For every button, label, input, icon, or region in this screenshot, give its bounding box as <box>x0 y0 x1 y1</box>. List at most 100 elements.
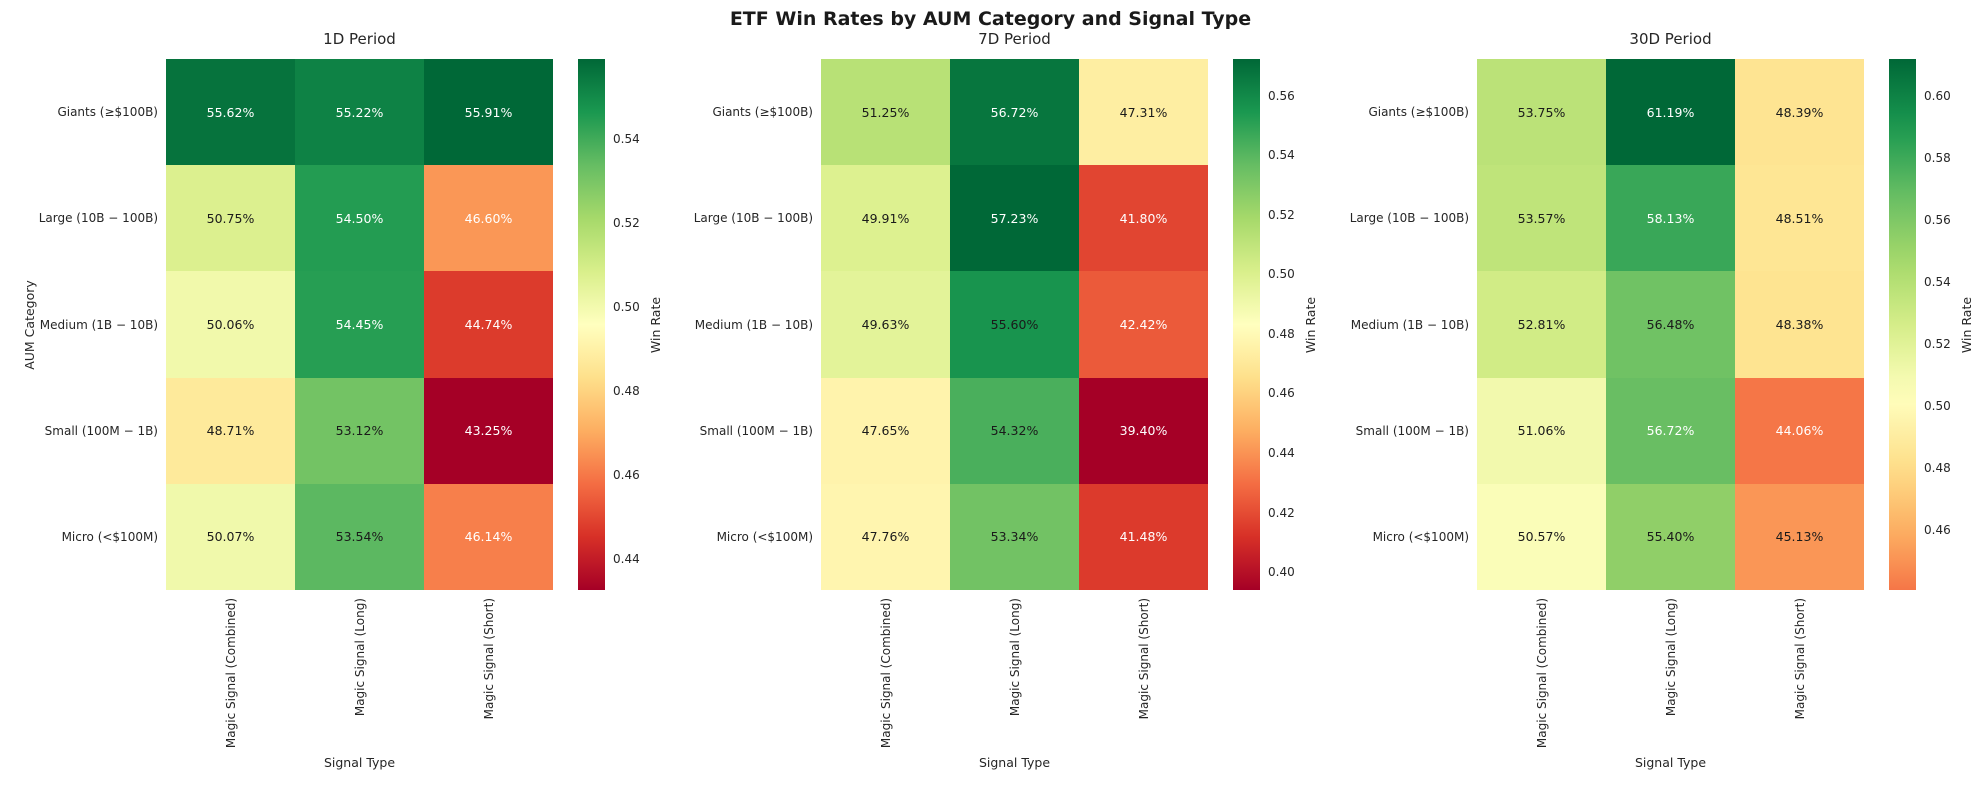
heatmap-cell: 53.75% <box>1477 59 1606 166</box>
heatmap-cell: 53.54% <box>295 483 424 590</box>
col-tick-label: Magic Signal (Combined) <box>1535 598 1549 749</box>
cell-value: 55.22% <box>335 104 384 120</box>
cell-value: 39.40% <box>1119 423 1168 439</box>
heatmap-cell: 47.76% <box>821 483 950 590</box>
heatmap-cell: 47.31% <box>1079 59 1208 166</box>
heatmap-cell: 48.38% <box>1735 271 1864 378</box>
cell-value: 55.40% <box>1646 529 1695 545</box>
col-tick-label: Magic Signal (Short) <box>482 598 496 720</box>
cell-value: 56.72% <box>990 104 1039 120</box>
heatmap-cell: 52.81% <box>1477 271 1606 378</box>
heatmap-cell: 47.65% <box>821 377 950 484</box>
cell-value: 48.71% <box>206 423 255 439</box>
heatmap-cell: 56.72% <box>1606 377 1735 484</box>
colorbar-tick-label: 0.50 <box>1268 267 1295 282</box>
heatmap-cell: 48.39% <box>1735 59 1864 166</box>
heatmap-cell: 43.25% <box>424 377 553 484</box>
cell-value: 50.57% <box>1517 529 1566 545</box>
heatmap-cell: 55.60% <box>950 271 1079 378</box>
colorbar-axis-label: Win Rate <box>1959 296 1974 353</box>
col-tick-label: Magic Signal (Short) <box>1793 598 1807 720</box>
cell-value: 48.38% <box>1775 316 1824 332</box>
cell-value: 55.60% <box>990 316 1039 332</box>
row-tick-label: Large (10B − 100B) <box>38 211 158 226</box>
cell-value: 53.34% <box>990 529 1039 545</box>
row-tick-label: Medium (1B − 10B) <box>39 317 158 332</box>
cell-value: 51.06% <box>1517 423 1566 439</box>
colorbar-tick-label: 0.46 <box>1924 522 1951 537</box>
heatmap-cell: 56.48% <box>1606 271 1735 378</box>
row-tick-label: Micro (<$100M) <box>1372 529 1469 544</box>
heatmap-cell: 46.14% <box>424 483 553 590</box>
heatmap-cell: 48.71% <box>166 377 295 484</box>
panel-title: 1D Period <box>323 30 396 48</box>
colorbar-tick-label: 0.42 <box>1268 505 1295 520</box>
cell-value: 45.13% <box>1775 529 1824 545</box>
cell-value: 47.76% <box>861 529 910 545</box>
colorbar-gradient <box>578 59 605 590</box>
colorbar-tick-label: 0.52 <box>613 215 640 230</box>
heatmap-cell: 55.62% <box>166 59 295 166</box>
heatmap-cell: 55.91% <box>424 59 553 166</box>
colorbar-tick-label: 0.40 <box>1268 565 1295 580</box>
cell-value: 57.23% <box>990 210 1039 226</box>
colorbar-tick-label: 0.50 <box>1924 398 1951 413</box>
colorbar-tick-label: 0.48 <box>1924 460 1951 475</box>
cell-value: 50.75% <box>206 210 255 226</box>
x-axis-label: Signal Type <box>978 755 1051 770</box>
heatmap-cell: 49.63% <box>821 271 950 378</box>
heatmap-cell: 46.60% <box>424 165 553 272</box>
row-tick-label: Small (100M − 1B) <box>1355 423 1469 438</box>
row-tick-label: Medium (1B − 10B) <box>694 317 813 332</box>
colorbar-tick-label: 0.52 <box>1268 207 1295 222</box>
heatmap-cell: 54.32% <box>950 377 1079 484</box>
col-tick-label: Magic Signal (Long) <box>1008 598 1022 717</box>
heatmap-cell: 51.25% <box>821 59 950 166</box>
cell-value: 53.57% <box>1517 210 1566 226</box>
colorbar-gradient <box>1889 59 1916 590</box>
heatmap-cell: 44.06% <box>1735 377 1864 484</box>
heatmap-cell: 45.13% <box>1735 483 1864 590</box>
row-tick-label: Giants (≥$100B) <box>57 105 158 120</box>
cell-value: 43.25% <box>464 423 513 439</box>
x-axis-label: Signal Type <box>1634 755 1707 770</box>
row-tick-label: Micro (<$100M) <box>61 529 158 544</box>
colorbar-tick-label: 0.50 <box>613 299 640 314</box>
heatmap-cell: 39.40% <box>1079 377 1208 484</box>
colorbar-tick-label: 0.48 <box>613 383 640 398</box>
row-tick-label: Large (10B − 100B) <box>1349 211 1469 226</box>
cell-value: 49.91% <box>861 210 910 226</box>
cell-value: 46.60% <box>464 210 513 226</box>
heatmap-cell: 61.19% <box>1606 59 1735 166</box>
heatmap-cell: 54.50% <box>295 165 424 272</box>
cell-value: 54.45% <box>335 316 384 332</box>
colorbar-tick-label: 0.54 <box>1924 274 1951 289</box>
cell-value: 46.14% <box>464 529 513 545</box>
cell-value: 55.62% <box>206 104 255 120</box>
cell-value: 56.48% <box>1646 316 1695 332</box>
row-tick-label: Giants (≥$100B) <box>1368 105 1469 120</box>
heatmap-cell: 44.74% <box>424 271 553 378</box>
heatmap-cell: 50.07% <box>166 483 295 590</box>
cell-value: 50.07% <box>206 529 255 545</box>
figure-title: ETF Win Rates by AUM Category and Signal… <box>729 8 1252 30</box>
heatmap-cell: 48.51% <box>1735 165 1864 272</box>
cell-value: 47.65% <box>861 423 910 439</box>
x-axis-label: Signal Type <box>323 755 396 770</box>
heatmap-cell: 53.12% <box>295 377 424 484</box>
heatmap-cell: 42.42% <box>1079 271 1208 378</box>
y-axis-label: AUM Category <box>22 279 37 370</box>
cell-value: 50.06% <box>206 316 255 332</box>
colorbar-tick-label: 0.48 <box>1268 326 1295 341</box>
col-tick-label: Magic Signal (Short) <box>1137 598 1151 720</box>
cell-value: 54.50% <box>335 210 384 226</box>
row-tick-label: Giants (≥$100B) <box>712 105 813 120</box>
colorbar-tick-label: 0.46 <box>1268 386 1295 401</box>
heatmap-grid: 53.75% 61.19% 48.39% 53.57% 58.13% 48.51% 52.8… <box>1477 59 1864 590</box>
col-tick-label: Magic Signal (Combined) <box>224 598 238 749</box>
cell-value: 42.42% <box>1119 316 1168 332</box>
cell-value: 47.31% <box>1119 104 1168 120</box>
cell-value: 48.39% <box>1775 104 1824 120</box>
cell-value: 61.19% <box>1646 104 1695 120</box>
colorbar-gradient <box>1233 59 1260 590</box>
